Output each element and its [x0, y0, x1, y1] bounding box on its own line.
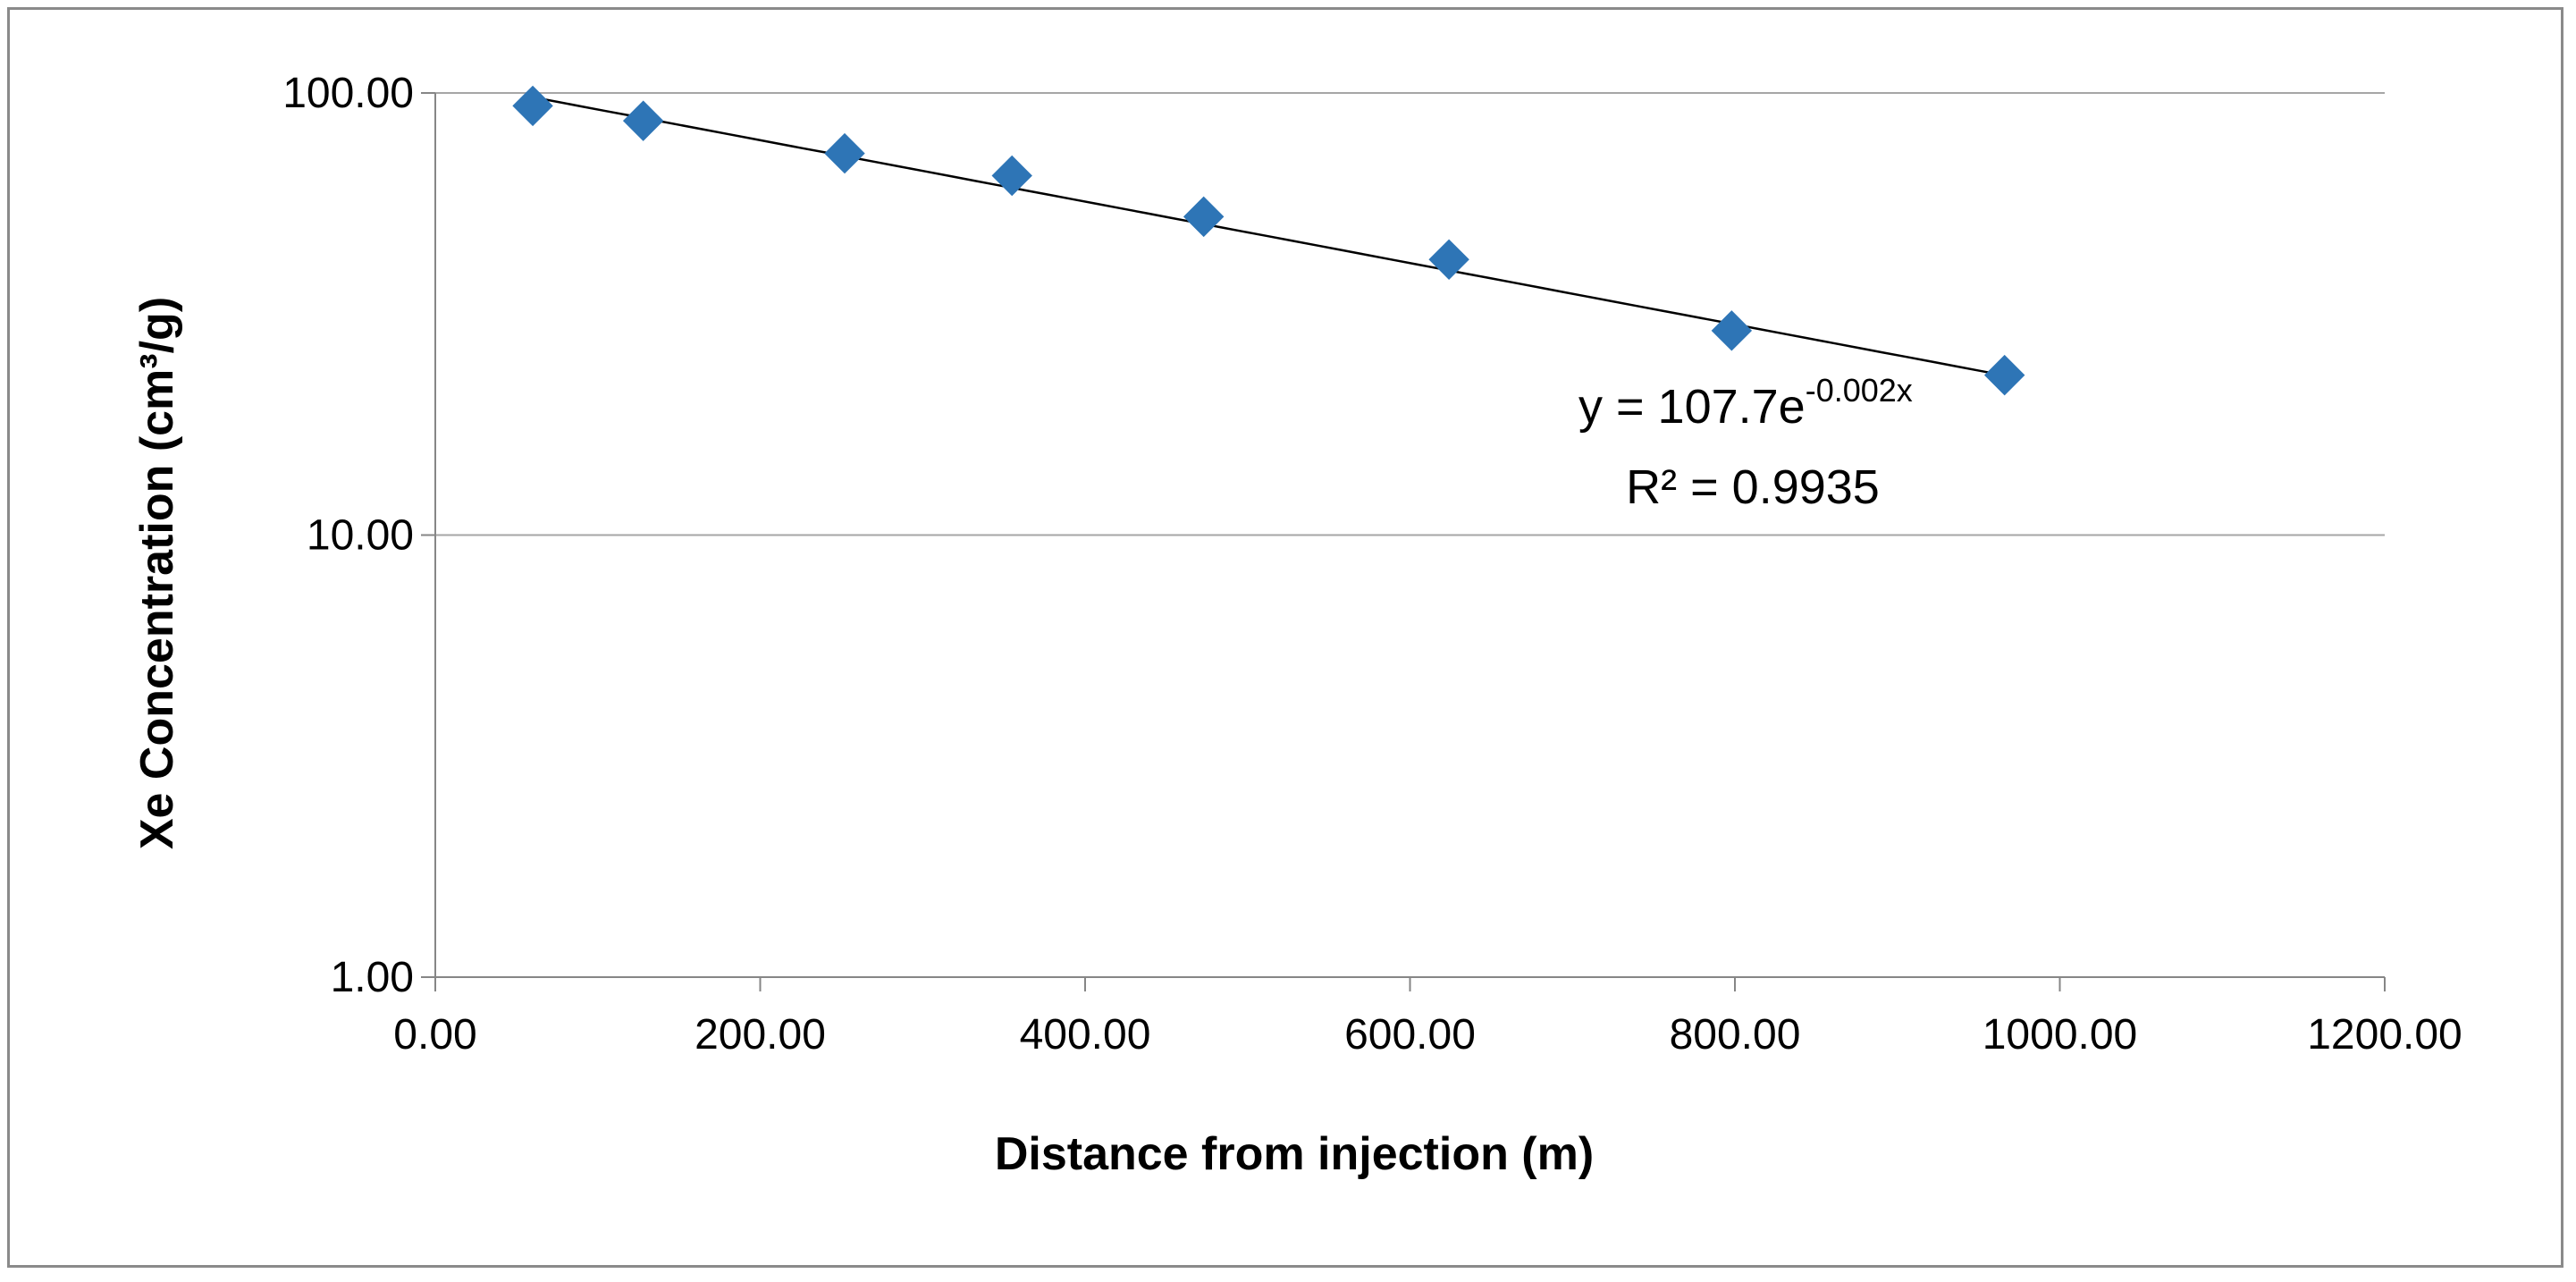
data-points: [512, 85, 2025, 396]
x-axis-title: Distance from injection (m): [995, 1128, 1594, 1180]
x-tick-label: 200.00: [695, 1011, 826, 1058]
x-tick-label: 600.00: [1344, 1011, 1476, 1058]
y-tick-label: 1.00: [331, 954, 414, 1001]
x-tick-label: 400.00: [1020, 1011, 1151, 1058]
trendline: [532, 96, 2005, 377]
x-tick-label: 800.00: [1670, 1011, 1801, 1058]
trendline-equation: y = 107.7e-0.002x: [1578, 372, 1913, 434]
x-tick-label: 1000.00: [1983, 1011, 2138, 1058]
trendline-group: [532, 96, 2005, 377]
chart-frame: 1.00 10.00 100.00 0.00 200.00 400.00 600.00 800…: [7, 7, 2563, 1268]
r-squared-label: R² = 0.9935: [1626, 460, 1880, 514]
data-point: [991, 155, 1032, 197]
tick-labels: 1.00 10.00 100.00 0.00 200.00 400.00 600.00 800…: [282, 70, 2462, 1058]
scatter-chart: 1.00 10.00 100.00 0.00 200.00 400.00 600.00 800…: [131, 70, 2462, 1180]
data-point: [1711, 310, 1753, 351]
y-tick-label: 100.00: [282, 70, 414, 117]
data-point: [1183, 196, 1225, 238]
data-point: [1428, 239, 1469, 281]
data-point: [512, 85, 553, 127]
data-point: [824, 132, 865, 174]
data-point: [1983, 354, 2025, 396]
x-tick-label: 0.00: [393, 1011, 476, 1058]
axes: [421, 92, 2386, 991]
y-axis-title: Xe Concentration (cm³/g): [131, 297, 183, 849]
x-tick-label: 1200.00: [2307, 1011, 2462, 1058]
gridlines: [435, 92, 2385, 536]
y-tick-label: 10.00: [307, 512, 414, 560]
data-point: [622, 100, 664, 141]
